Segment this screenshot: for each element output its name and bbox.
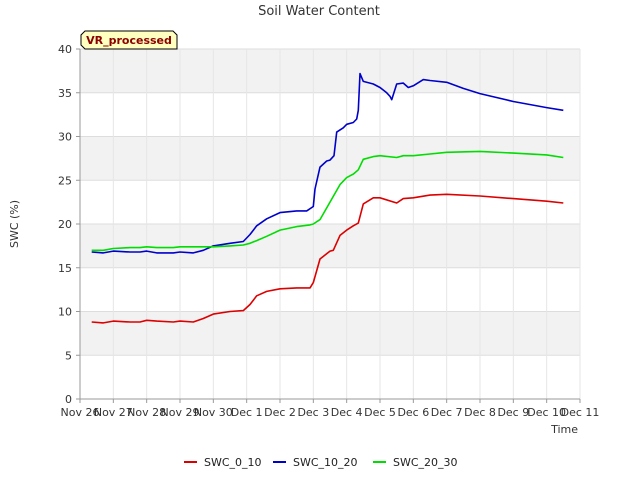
vr-processed-badge: VR_processed xyxy=(80,30,178,50)
x-tick-label: Dec 5 xyxy=(364,406,396,419)
x-tick-label: Dec 6 xyxy=(397,406,429,419)
x-tick-label: Dec 7 xyxy=(431,406,463,419)
x-axis-label: Time xyxy=(550,423,578,436)
y-tick-label: 30 xyxy=(58,131,72,144)
x-tick-label: Dec 3 xyxy=(297,406,329,419)
plot-band xyxy=(80,311,580,356)
chart-title: Soil Water Content xyxy=(258,4,380,19)
x-tick-label: Nov 29 xyxy=(161,406,200,419)
plot-band xyxy=(80,267,580,312)
y-tick-labels: 0 5 10 15 20 25 30 35 40 xyxy=(58,43,80,406)
plot-band xyxy=(80,92,580,137)
plot-band xyxy=(80,355,580,399)
x-tick-label: Dec 9 xyxy=(497,406,529,419)
x-tick-label: Nov 28 xyxy=(127,406,166,419)
y-axis-label: SWC (%) xyxy=(8,200,21,248)
grid-lines xyxy=(79,48,581,400)
series-line-swc-20-30 xyxy=(91,150,564,252)
x-tick-label: Dec 4 xyxy=(331,406,363,419)
y-tick-label: 25 xyxy=(58,174,72,187)
x-tick-label: Dec 11 xyxy=(561,406,600,419)
x-tick-label: Dec 2 xyxy=(264,406,296,419)
y-tick-label: 5 xyxy=(65,349,72,362)
y-tick-label: 10 xyxy=(58,306,72,319)
plot-band xyxy=(80,224,580,268)
y-tick-label: 20 xyxy=(58,218,72,231)
plot-band xyxy=(80,136,580,181)
legend-label: SWC_0_10 xyxy=(204,456,262,469)
x-tick-label: Dec 10 xyxy=(527,406,566,419)
badge-box xyxy=(80,30,178,50)
y-tick-label: 35 xyxy=(58,87,72,100)
x-tick-label: Nov 27 xyxy=(94,406,133,419)
y-tick-label: 0 xyxy=(65,393,72,406)
x-tick-label: Dec 1 xyxy=(231,406,263,419)
y-tick-label: 15 xyxy=(58,262,72,275)
badge-label: VR_processed xyxy=(86,34,172,47)
y-tick-label: 40 xyxy=(58,43,72,56)
x-tick-label: Nov 30 xyxy=(194,406,233,419)
series-line-swc-10-20 xyxy=(91,72,564,254)
series-lines xyxy=(91,72,564,324)
plot-band xyxy=(80,49,580,93)
x-tick-label: Nov 26 xyxy=(61,406,100,419)
legend: SWC_0_10 SWC_10_20 SWC_20_30 xyxy=(184,456,458,469)
legend-label: SWC_20_30 xyxy=(393,456,458,469)
legend-label: SWC_10_20 xyxy=(293,456,358,469)
series-line-swc-0-10 xyxy=(91,193,564,324)
plot-background xyxy=(80,49,580,399)
x-tick-label: Dec 8 xyxy=(464,406,496,419)
